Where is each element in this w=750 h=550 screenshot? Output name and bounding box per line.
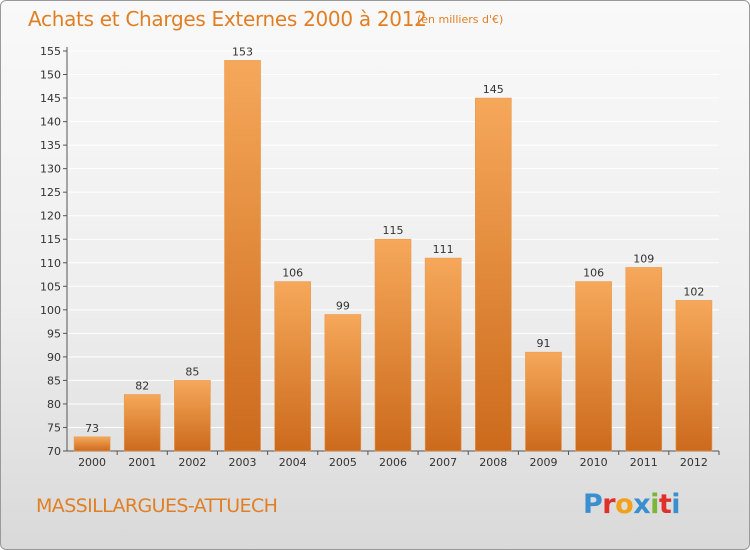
data-label: 73 (85, 422, 99, 435)
logo-letter: i (650, 489, 659, 520)
bar (123, 394, 161, 452)
proxiti-logo: Proxiti (583, 489, 681, 520)
logo-letter: r (602, 489, 616, 520)
data-label: 106 (583, 267, 604, 280)
bar (73, 436, 111, 452)
place-name: MASSILLARGUES-ATTUECH (36, 495, 278, 517)
bar (475, 97, 512, 452)
data-label: 85 (185, 365, 199, 378)
y-tick-label: 85 (47, 374, 61, 387)
bar (525, 351, 562, 452)
bar (174, 380, 211, 452)
y-tick-label: 75 (47, 421, 61, 434)
logo-letter: t (658, 489, 672, 520)
data-label: 106 (282, 267, 303, 280)
logo-letter: x (633, 489, 651, 520)
data-label: 102 (683, 285, 704, 298)
bar (374, 238, 412, 452)
y-tick-label: 105 (40, 280, 61, 293)
data-label: 82 (135, 380, 149, 393)
y-tick-label: 115 (40, 233, 61, 246)
x-tick-label: 2003 (229, 456, 257, 469)
bar (274, 281, 311, 452)
y-tick-label: 80 (47, 398, 61, 411)
y-tick-label: 90 (47, 351, 61, 364)
data-label: 145 (483, 83, 504, 96)
y-tick-label: 70 (47, 445, 61, 458)
y-tick-label: 150 (40, 69, 61, 82)
y-tick-label: 95 (47, 327, 61, 340)
y-tick-label: 100 (40, 304, 61, 317)
bar (424, 257, 462, 452)
y-tick-label: 110 (40, 257, 61, 270)
x-tick-label: 2011 (630, 456, 658, 469)
x-tick-label: 2002 (178, 456, 206, 469)
y-tick-label: 120 (40, 210, 61, 223)
data-label: 111 (433, 243, 454, 256)
x-tick-label: 2009 (529, 456, 557, 469)
y-tick-label: 155 (40, 45, 61, 58)
logo-letter: i (671, 489, 681, 520)
x-tick-label: 2010 (580, 456, 608, 469)
x-tick-label: 2004 (279, 456, 307, 469)
y-tick-label: 145 (40, 92, 61, 105)
data-label: 91 (536, 337, 550, 350)
x-tick-label: 2012 (680, 456, 708, 469)
bar (575, 281, 612, 452)
x-tick-label: 2001 (128, 456, 156, 469)
x-tick-label: 2006 (379, 456, 407, 469)
bar (324, 314, 362, 452)
bar-chart: 70 75 80 85 90 95 100 105 110 115 120 125 130 135 140 1… (40, 45, 720, 469)
x-tick-label: 2008 (479, 456, 507, 469)
x-tick-label: 2005 (329, 456, 357, 469)
x-tick-label: 2000 (78, 456, 106, 469)
chart-unit: (en milliers d'€) (417, 13, 504, 26)
y-tick-label: 125 (40, 186, 61, 199)
y-tick-label: 135 (40, 139, 61, 152)
data-label: 153 (232, 45, 253, 58)
data-label: 109 (633, 252, 654, 265)
logo-letter: P (583, 489, 603, 520)
bar (625, 267, 663, 452)
chart-title: Achats et Charges Externes 2000 à 2012 (28, 7, 427, 31)
logo-letter: o (615, 489, 634, 520)
bar (224, 60, 261, 452)
bar (675, 300, 713, 452)
y-tick-label: 140 (40, 116, 61, 129)
x-tick-label: 2007 (429, 456, 457, 469)
data-label: 99 (336, 300, 350, 313)
y-tick-label: 130 (40, 163, 61, 176)
data-label: 115 (383, 224, 404, 237)
